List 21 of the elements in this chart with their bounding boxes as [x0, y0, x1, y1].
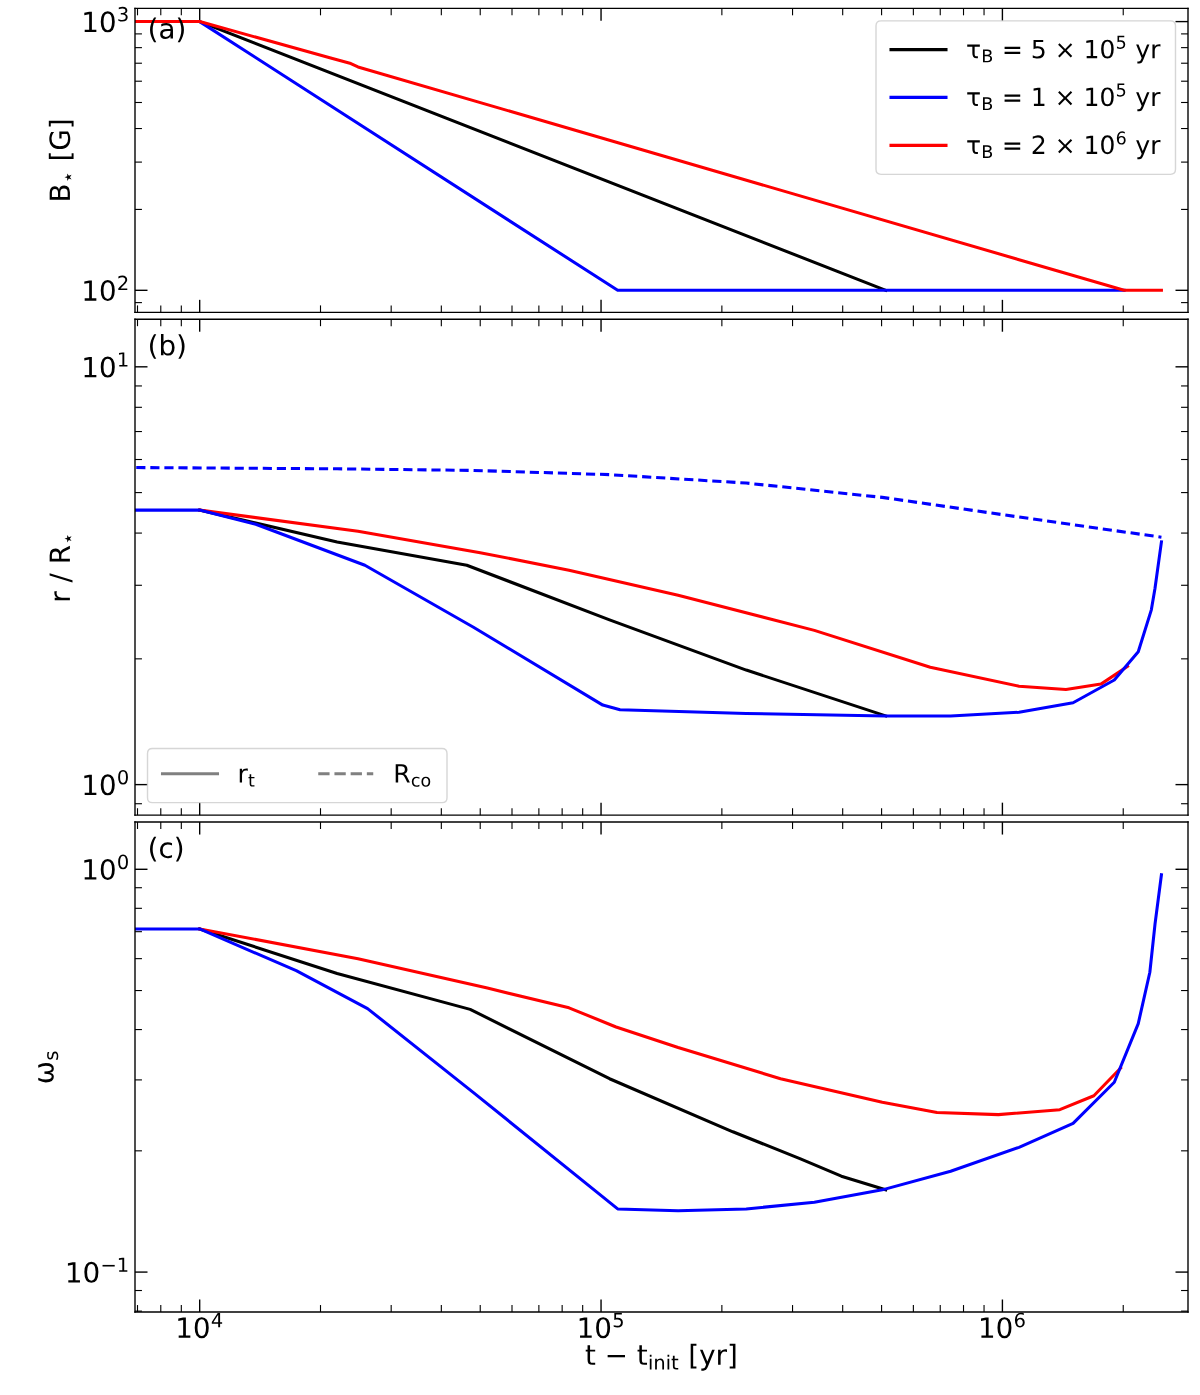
- y-axis-title: B$_{⋆}$ [G]: [48, 120, 74, 200]
- y-axis-title: r / R$_{⋆}$: [49, 534, 73, 601]
- annotation: (b): [150, 334, 185, 359]
- y-axis-title: ω$_{s}$: [38, 1051, 59, 1083]
- annotation: (a): [150, 17, 184, 43]
- y-tick-label: 10$^{0}$: [84, 769, 128, 796]
- y-tick-label: 10$^{−1}$: [67, 1257, 128, 1283]
- legend-label: τ$_{B}$ = 2 × 10$^{6}$ yr: [967, 131, 1161, 160]
- x-axis-title: t − t$_{init}$ [yr]: [585, 1343, 736, 1371]
- legend-label: τ$_{B}$ = 5 × 10$^{5}$ yr: [967, 35, 1161, 64]
- y-tick-label: 10$^{1}$: [84, 352, 128, 378]
- y-tick-label: 10$^{2}$: [84, 275, 128, 302]
- y-tick-label: 10$^{3}$: [84, 6, 128, 33]
- legend-label: r$_{t}$: [239, 768, 255, 787]
- x-tick-label: 10$^{5}$: [579, 1312, 623, 1339]
- annotation: (c): [150, 836, 183, 862]
- x-tick-label: 10$^{4}$: [178, 1312, 223, 1339]
- legend-label: R$_{co}$: [395, 764, 431, 787]
- x-tick-label: 10$^{6}$: [981, 1312, 1025, 1339]
- legend-label: τ$_{B}$ = 1 × 10$^{5}$ yr: [967, 83, 1161, 112]
- y-tick-label: 10$^{0}$: [84, 854, 128, 881]
